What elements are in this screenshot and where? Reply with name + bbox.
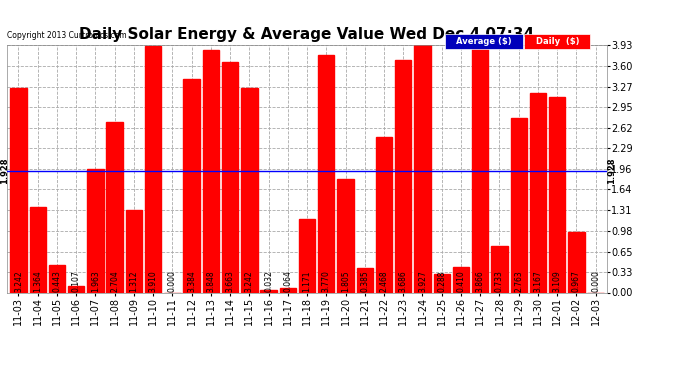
Bar (569, 232, 584, 292)
Bar (357, 268, 373, 292)
Text: 0.410: 0.410 (457, 270, 466, 292)
Bar (241, 88, 257, 292)
Text: 0.443: 0.443 (52, 270, 61, 292)
Bar (87, 169, 104, 292)
Text: 3.848: 3.848 (206, 270, 215, 292)
Text: 3.770: 3.770 (322, 270, 331, 292)
Bar (299, 219, 315, 292)
Text: Average ($): Average ($) (456, 37, 512, 46)
Text: 0.288: 0.288 (437, 270, 446, 292)
Bar (491, 246, 508, 292)
Text: 1.312: 1.312 (130, 270, 139, 292)
Bar (511, 118, 527, 292)
Text: 0.385: 0.385 (360, 270, 369, 292)
Text: 3.866: 3.866 (475, 270, 484, 292)
Bar (126, 210, 142, 292)
Text: 1.963: 1.963 (91, 270, 100, 292)
Text: Copyright 2013 Curtronics.com: Copyright 2013 Curtronics.com (7, 31, 126, 40)
Text: 3.686: 3.686 (399, 270, 408, 292)
Text: 3.927: 3.927 (418, 270, 427, 292)
Bar (549, 97, 565, 292)
Text: 3.167: 3.167 (533, 270, 542, 292)
Bar (184, 80, 200, 292)
Text: 3.242: 3.242 (245, 270, 254, 292)
Bar (337, 179, 354, 292)
Text: 0.064: 0.064 (284, 270, 293, 292)
Text: 1.805: 1.805 (341, 270, 350, 292)
Bar (453, 267, 469, 292)
Text: 3.910: 3.910 (148, 270, 157, 292)
Bar (203, 50, 219, 292)
Bar (472, 49, 489, 292)
Bar (49, 265, 65, 292)
Text: 0.032: 0.032 (264, 270, 273, 292)
Bar (30, 207, 46, 292)
Text: 0.967: 0.967 (572, 270, 581, 292)
Text: 3.242: 3.242 (14, 270, 23, 292)
Text: 2.468: 2.468 (380, 270, 388, 292)
Text: 1.364: 1.364 (33, 270, 42, 292)
Text: 3.109: 3.109 (553, 270, 562, 292)
Text: 0.000: 0.000 (168, 270, 177, 292)
FancyBboxPatch shape (445, 34, 523, 49)
Text: 1.928: 1.928 (607, 158, 616, 184)
Bar (222, 62, 238, 292)
Bar (106, 122, 123, 292)
Bar (145, 46, 161, 292)
FancyBboxPatch shape (524, 34, 591, 49)
Text: 1.171: 1.171 (302, 270, 312, 292)
Bar (260, 291, 277, 292)
Bar (530, 93, 546, 292)
Bar (376, 137, 392, 292)
Bar (433, 274, 450, 292)
Text: 0.733: 0.733 (495, 270, 504, 292)
Text: 0.107: 0.107 (72, 270, 81, 292)
Text: Daily  ($): Daily ($) (535, 37, 579, 46)
Text: 2.763: 2.763 (514, 270, 523, 292)
Text: 0.000: 0.000 (591, 270, 600, 292)
Text: 3.663: 3.663 (226, 270, 235, 292)
Bar (395, 60, 411, 292)
Bar (279, 288, 296, 292)
Bar (318, 55, 335, 292)
Text: 1.928: 1.928 (0, 158, 9, 184)
Text: 3.384: 3.384 (187, 270, 196, 292)
Text: 2.704: 2.704 (110, 270, 119, 292)
Bar (10, 88, 27, 292)
Title: Daily Solar Energy & Average Value Wed Dec 4 07:34: Daily Solar Energy & Average Value Wed D… (79, 27, 535, 42)
Bar (414, 45, 431, 292)
Bar (68, 286, 84, 292)
